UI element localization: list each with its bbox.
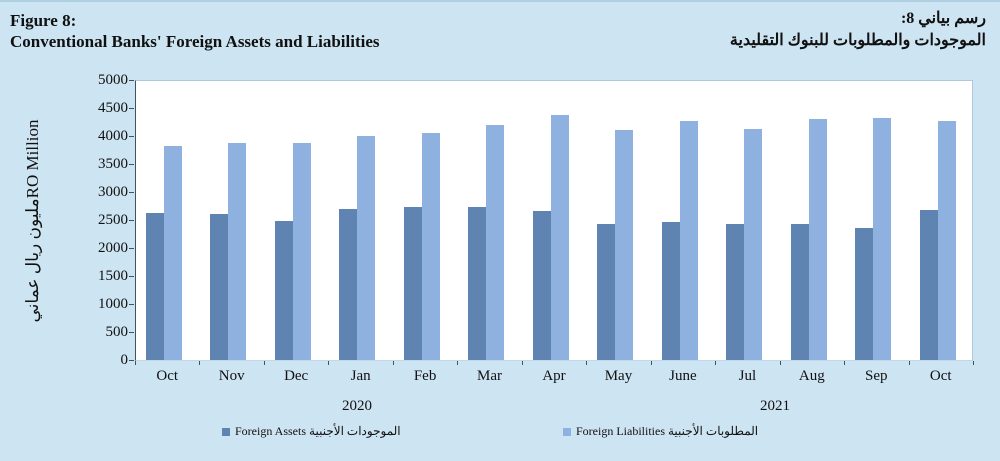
y-axis-label-english: RO Million <box>23 119 42 199</box>
x-tick-label: Jan <box>350 368 371 384</box>
bar-foreign-assets <box>210 213 229 360</box>
legend-item-foreign-liabilities: Foreign Liabilities المطلوبات الأجنبية <box>563 424 758 439</box>
legend-label-arabic: الموجودات الأجنبية <box>309 424 401 438</box>
bar-foreign-liabilities <box>679 120 698 360</box>
x-tick-label: Oct <box>156 368 179 384</box>
x-tick-mark <box>779 361 781 365</box>
x-tick-label: Mar <box>477 368 503 384</box>
x-tick-label: Nov <box>218 368 245 384</box>
x-tick-mark <box>715 361 717 365</box>
x-tick-mark <box>908 361 910 365</box>
y-tick-label: 1000 <box>98 296 128 312</box>
y-tick-mark <box>129 192 134 193</box>
y-tick-label: 5000 <box>98 72 128 88</box>
bar-foreign-assets <box>532 211 551 360</box>
x-tick-label: May <box>604 368 633 384</box>
x-tick-label: Apr <box>542 368 566 384</box>
y-tick-mark <box>129 304 134 305</box>
bar-foreign-liabilities <box>421 133 440 360</box>
x-tick-mark <box>844 361 846 365</box>
bar-foreign-assets <box>597 223 616 360</box>
plot-area <box>135 80 973 361</box>
x-tick-label: June <box>669 368 697 384</box>
bar-foreign-assets <box>274 221 293 360</box>
x-tick-mark <box>263 361 265 365</box>
x-tick-mark <box>650 361 652 365</box>
bar-foreign-assets <box>919 209 938 360</box>
figure-title-arabic: الموجودات والمطلوبات للبنوك التقليدية <box>729 32 986 49</box>
legend-label-arabic: المطلوبات الأجنبية <box>668 424 759 438</box>
x-tick-mark <box>392 361 394 365</box>
bar-foreign-liabilities <box>744 128 763 360</box>
bar-foreign-assets <box>855 227 874 360</box>
y-tick-mark <box>129 276 134 277</box>
title-block-arabic: رسم بياني 8: الموجودات والمطلوبات للبنوك… <box>730 8 986 52</box>
x-tick-mark <box>521 361 523 365</box>
y-tick-label: 2500 <box>98 212 128 228</box>
y-tick-label: 4000 <box>98 128 128 144</box>
y-tick-mark <box>129 136 134 137</box>
x-tick-label: Aug <box>798 368 825 384</box>
y-tick-mark <box>129 248 134 249</box>
y-tick-label: 3000 <box>98 184 128 200</box>
y-tick-label: 3500 <box>98 156 128 172</box>
bar-foreign-assets <box>403 207 422 360</box>
y-tick-label: 500 <box>105 324 129 340</box>
bar-foreign-liabilities <box>808 119 827 360</box>
figure-label-arabic: رسم بياني 8: <box>900 10 986 27</box>
bar-foreign-liabilities <box>873 118 892 360</box>
x-tick-label: Feb <box>413 368 437 384</box>
y-tick-label: 1500 <box>98 268 128 284</box>
year-label-2021: 2021 <box>760 398 790 414</box>
legend-label-english: Foreign Assets <box>235 424 310 438</box>
bar-foreign-liabilities <box>937 121 956 360</box>
legend-item-foreign-assets: Foreign Assets الموجودات الأجنبية <box>222 424 401 439</box>
year-label-2020: 2020 <box>342 398 372 414</box>
y-tick-mark <box>129 108 134 109</box>
x-tick-mark <box>328 361 330 365</box>
legend-label-english: Foreign Liabilities <box>576 424 668 438</box>
bar-foreign-liabilities <box>164 146 182 360</box>
bar-foreign-liabilities <box>486 124 505 360</box>
bar-foreign-assets <box>339 208 358 360</box>
bar-foreign-assets <box>468 207 487 360</box>
bar-foreign-liabilities <box>615 129 634 360</box>
figure-label: Figure 8: <box>10 11 77 30</box>
legend-swatch-icon <box>222 427 230 436</box>
x-tick-mark <box>586 361 588 365</box>
bar-foreign-assets <box>726 223 745 360</box>
y-tick-label: 2000 <box>98 240 128 256</box>
bar-foreign-liabilities <box>357 136 376 360</box>
x-tick-mark <box>457 361 459 365</box>
x-tick-label: Oct <box>929 368 952 384</box>
bar-foreign-liabilities <box>292 143 311 360</box>
bar-foreign-assets <box>661 221 680 360</box>
y-tick-mark <box>129 360 134 361</box>
bar-foreign-liabilities <box>228 143 247 360</box>
x-tick-label: Dec <box>284 368 309 384</box>
title-block-english: Figure 8: Conventional Banks' Foreign As… <box>10 10 380 52</box>
y-tick-mark <box>129 80 134 81</box>
y-tick-mark <box>129 220 134 221</box>
x-tick-label: Sep <box>865 368 888 384</box>
y-tick-label: 0 <box>120 352 129 368</box>
y-axis-label-arabic: مليون ريال عماني <box>23 198 42 323</box>
y-tick-label: 4500 <box>98 100 128 116</box>
legend-swatch-icon <box>563 427 571 436</box>
figure-title: Conventional Banks' Foreign Assets and L… <box>10 32 380 51</box>
bar-foreign-liabilities <box>550 115 569 360</box>
x-tick-mark <box>135 361 136 365</box>
x-tick-mark <box>199 361 201 365</box>
y-tick-mark <box>129 332 134 333</box>
bar-foreign-assets <box>790 223 809 360</box>
x-tick-mark <box>973 361 974 365</box>
x-tick-label: Jul <box>738 368 757 384</box>
y-axis-label: مليون ريال عمانيRO Million <box>23 119 43 322</box>
bar-foreign-assets <box>146 213 164 360</box>
y-tick-mark <box>129 164 134 165</box>
